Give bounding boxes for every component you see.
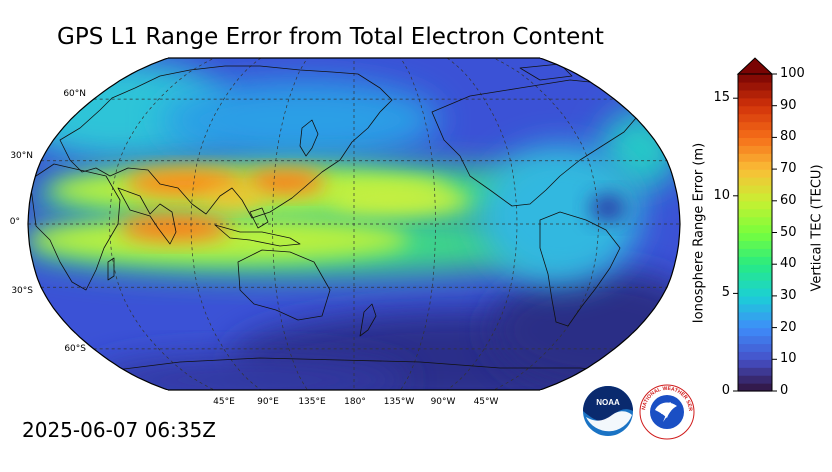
graticule — [28, 58, 680, 390]
colorbar-right-tick-label: 80 — [780, 129, 797, 145]
noaa-logo: NOAA — [582, 385, 634, 437]
noaa-logo-text: NOAA — [596, 398, 620, 407]
colorbar-right-tick-label: 90 — [780, 97, 797, 113]
lat-label-60n: 60°N — [63, 89, 86, 99]
graticule-meridian — [272, 58, 311, 390]
nws-logo: NATIONAL WEATHER SERVICE — [637, 380, 695, 440]
colorbar-left-tick-label: 10 — [713, 187, 730, 203]
tec-axis-title: Vertical TEC (TECU) — [809, 164, 825, 292]
lon-label-180: 180° — [344, 397, 366, 407]
timestamp: 2025-06-07 06:35Z — [22, 418, 216, 442]
graticule-meridian — [440, 58, 518, 390]
colorbar-left-tick-label: 0 — [721, 383, 730, 398]
noaa-logo-icon: NOAA — [583, 386, 633, 436]
colorbar-left-tick-label: 5 — [721, 285, 730, 301]
graticule-meridian — [483, 58, 599, 390]
lon-label-45w: 45°W — [473, 397, 499, 407]
graticule-meridian — [190, 58, 268, 390]
lat-label-30s: 30°S — [11, 286, 33, 296]
colorbar-right-tick-label: 20 — [780, 319, 797, 335]
graticule-meridian — [109, 58, 225, 390]
lon-label-90w: 90°W — [430, 397, 456, 407]
map-boundary — [27, 58, 681, 390]
map-title: GPS L1 Range Error from Total Electron C… — [57, 24, 604, 50]
colorbar-right-tick-label: 70 — [780, 161, 797, 177]
nws-logo-icon: NATIONAL WEATHER SERVICE — [637, 380, 695, 440]
range-error-axis-title: Ionosphere Range Error (m) — [691, 142, 707, 324]
colorbar-right-tick-label: 0 — [780, 383, 789, 398]
lat-label-60s: 60°S — [64, 344, 86, 354]
lon-label-135w: 135°W — [383, 397, 415, 407]
colorbar-right-tick-label: 30 — [780, 287, 797, 303]
graticule-meridian — [397, 58, 436, 390]
colorbar-left-tick-label: 15 — [713, 90, 730, 106]
lon-label-135e: 135°E — [298, 397, 326, 407]
colorbar-right-tick-label: 60 — [780, 192, 797, 208]
lon-label-90e: 90°E — [257, 397, 279, 407]
lon-label-45e: 45°E — [213, 397, 235, 407]
lat-label-30n: 30°N — [10, 151, 33, 161]
colorbar-right-tick-label: 40 — [780, 256, 797, 272]
lat-label-0: 0° — [9, 217, 20, 227]
colorbar-right-tick-label: 50 — [780, 224, 797, 240]
colorbar-right-tick-label: 100 — [780, 66, 805, 81]
colorbar-right-tick-label: 10 — [780, 351, 797, 367]
